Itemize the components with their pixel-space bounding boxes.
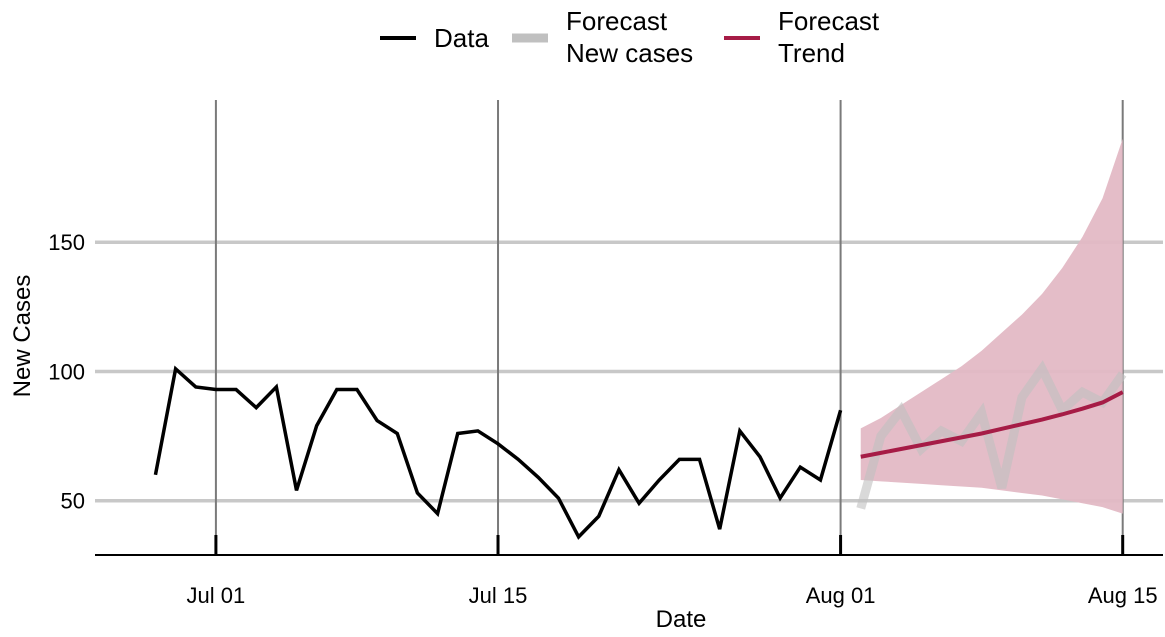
legend-label: Data	[434, 23, 489, 53]
forecast-trend-interval	[860, 138, 1123, 514]
y-tick-label: 150	[48, 230, 85, 255]
axis-layer: 50 100 150 Jul 01 Jul 15 Aug 01 Aug 15	[48, 230, 1163, 608]
forecast-trend-line	[860, 390, 1124, 459]
forecast-new-cases-line	[856, 360, 1127, 510]
legend-entry: Data	[380, 23, 489, 53]
y-tick-label: 100	[48, 359, 85, 384]
data-series-line	[153, 365, 843, 540]
legend-label: Trend	[778, 38, 845, 68]
x-tick-label: Jul 15	[469, 583, 528, 608]
x-tick-label: Aug 01	[806, 583, 876, 608]
x-axis-title: Date	[656, 606, 707, 633]
legend-label: New cases	[566, 38, 693, 68]
legend-label: Forecast	[566, 6, 668, 36]
series-layer	[153, 360, 1127, 540]
band-layer	[860, 138, 1123, 514]
legend-label: Forecast	[778, 6, 880, 36]
x-tick-label: Jul 01	[187, 583, 246, 608]
y-axis-title: New Cases	[9, 275, 36, 398]
x-tick-label: Aug 15	[1088, 583, 1158, 608]
y-tick-label: 50	[61, 489, 85, 514]
